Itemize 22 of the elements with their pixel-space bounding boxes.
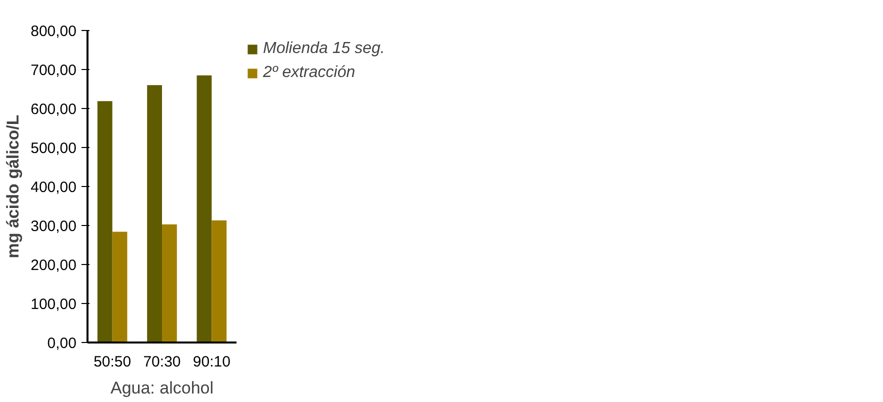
legend-label: Molienda 15 seg. [263,40,385,58]
y-tick-label: 700,00 [30,62,77,79]
x-tick-label: 50:50 [94,354,132,370]
legend-label: 2º extracción [263,64,356,82]
bar [196,75,212,342]
bar [97,101,112,342]
y-tick-label: 0,00 [47,335,77,352]
bar [147,85,162,342]
y-tick-label: 600,00 [30,101,77,118]
y-tick-label: 300,00 [30,218,77,235]
y-tick-label: 500,00 [30,140,77,157]
y-tick-label: 400,00 [30,179,77,196]
y-tick-label: 100,00 [30,296,77,313]
x-tick-label: 90:10 [192,354,230,370]
y-tick-label: 800,00 [30,23,77,40]
y-tick-label: 200,00 [30,257,77,274]
bar [112,232,128,342]
x-axis-title: Agua: alcohol [110,378,214,398]
bar [212,220,227,342]
bar [162,224,177,342]
y-axis-title: mg ácido gálico/L [4,114,23,258]
x-tick-label: 70:30 [143,354,181,370]
